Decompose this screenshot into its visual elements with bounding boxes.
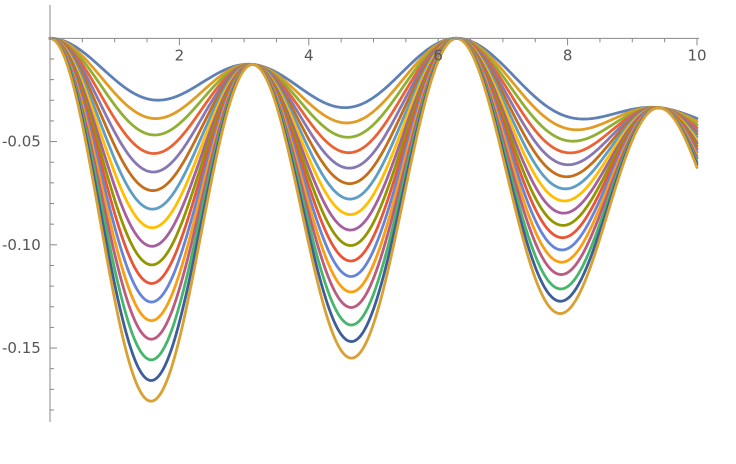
- series-line-4: [48, 36, 699, 155]
- series-line-9: [48, 36, 699, 248]
- series-line-5: [48, 36, 699, 174]
- series-line-2: [48, 36, 699, 132]
- series-line-15: [48, 36, 699, 362]
- axes-layer: [49, 5, 699, 422]
- series-line-12: [48, 36, 699, 304]
- x-tick-label: 6: [433, 46, 443, 64]
- series-line-11: [48, 36, 699, 285]
- series-line-3: [48, 36, 699, 143]
- x-tick-label: 2: [175, 46, 185, 64]
- x-tick-label: 4: [304, 46, 314, 64]
- series-line-10: [48, 36, 699, 267]
- series-line-7: [48, 36, 699, 211]
- x-tick-label: 8: [563, 46, 573, 64]
- series-line-8: [48, 36, 699, 230]
- y-tick-label: -0.10: [2, 236, 41, 254]
- y-tick-label: -0.05: [2, 133, 41, 151]
- series-layer: [48, 36, 699, 403]
- series-line-16: [48, 36, 699, 382]
- y-tick-label: -0.15: [2, 339, 41, 357]
- tick-labels: 2 4 6 8 10 -0.05 -0.10 -0.15: [2, 46, 707, 357]
- x-tick-label: 10: [687, 46, 706, 64]
- series-line-17: [48, 36, 699, 403]
- series-line-14: [48, 36, 699, 341]
- series-line-1: [48, 36, 699, 121]
- series-line-13: [48, 36, 699, 323]
- series-line-6: [48, 36, 699, 192]
- ticks-layer: [50, 38, 698, 411]
